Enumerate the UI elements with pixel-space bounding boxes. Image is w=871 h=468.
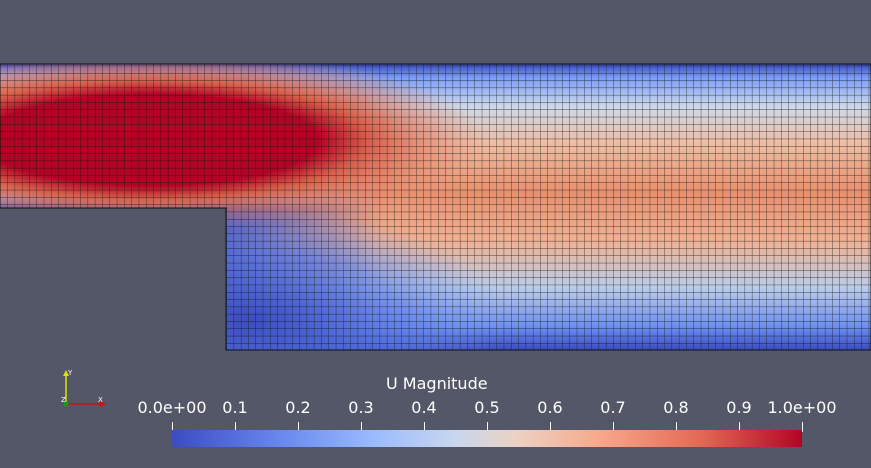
colorbar-tick-mark: [739, 422, 740, 432]
colorbar-tick-mark: [361, 422, 362, 432]
colorbar-tick-mark: [487, 422, 488, 432]
z-axis-label: Z: [61, 396, 66, 404]
colorbar: [172, 430, 802, 447]
z-axis-icon: [63, 401, 69, 407]
colorbar-title-text: U Magnitude: [386, 374, 488, 393]
colorbar-tick-label: 0.8: [663, 398, 689, 417]
colorbar-tick-mark: [424, 422, 425, 432]
colorbar-tick-label: 0.9: [726, 398, 752, 417]
colorbar-tick-label: 0.6: [537, 398, 563, 417]
colorbar-tick-label: 0.1: [222, 398, 248, 417]
colorbar-tick-label: 1.0e+00: [767, 398, 837, 417]
colorbar-tick-label: 0.4: [411, 398, 437, 417]
colorbar-tick-mark: [235, 422, 236, 432]
colorbar-tick-label: 0.2: [285, 398, 311, 417]
y-axis-label: Y: [67, 369, 73, 377]
colorbar-title: U Magnitude: [386, 374, 586, 393]
colorbar-tick-label: 0.3: [348, 398, 374, 417]
colorbar-tick-mark: [676, 422, 677, 432]
colorbar-tick-mark: [613, 422, 614, 432]
colorbar-tick-label: 0.7: [600, 398, 626, 417]
colorbar-tick-mark: [802, 422, 803, 432]
colorbar-tick-label: 0.5: [474, 398, 500, 417]
colorbar-tick-label: 0.0e+00: [137, 398, 207, 417]
colorbar-tick-mark: [298, 422, 299, 432]
orientation-axes-widget: Y Z X: [61, 369, 106, 407]
colorbar-tick-mark: [550, 422, 551, 432]
x-axis-label: X: [98, 396, 103, 404]
colorbar-tick-mark: [172, 422, 173, 432]
